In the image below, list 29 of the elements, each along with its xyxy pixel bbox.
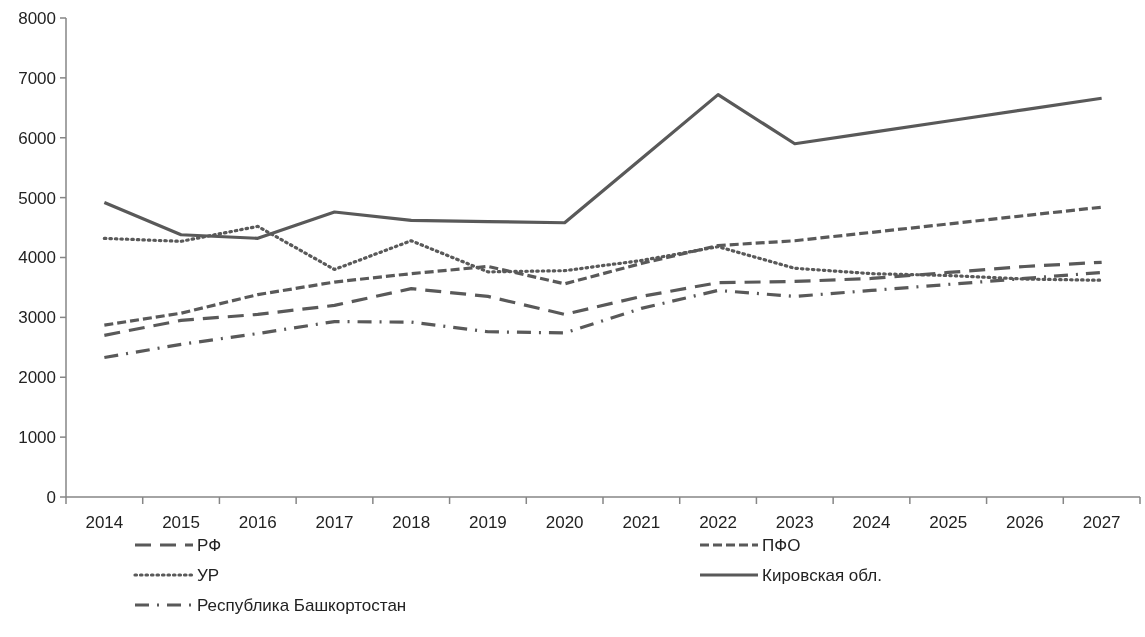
x-tick-label: 2025 — [929, 513, 968, 532]
y-tick-label: 3000 — [18, 308, 56, 328]
x-tick-label: 2017 — [315, 513, 354, 532]
x-tick-label: 2016 — [238, 513, 277, 532]
y-tick-label: 4000 — [18, 248, 56, 268]
legend-label: Республика Башкортостан — [197, 595, 407, 615]
x-tick-label: 2021 — [622, 513, 661, 532]
x-tick-label: 2027 — [1082, 513, 1121, 532]
legend-label: ПФО — [762, 535, 801, 555]
y-tick-label: 5000 — [18, 188, 56, 208]
x-tick-label: 2020 — [545, 513, 584, 532]
y-tick-label: 2000 — [18, 368, 56, 388]
legend-label: РФ — [197, 535, 222, 555]
legend-label: УР — [197, 565, 220, 585]
x-tick-label: 2023 — [775, 513, 814, 532]
y-tick-label: 1000 — [18, 428, 56, 448]
line-series — [102, 205, 1104, 327]
y-tick-label: 0 — [46, 487, 56, 507]
x-tick-label: 2024 — [852, 513, 891, 532]
y-tick-label: 7000 — [18, 68, 56, 88]
x-tick-label: 2022 — [699, 513, 737, 532]
y-tick-label: 8000 — [18, 8, 56, 28]
y-tick-label: 6000 — [18, 128, 56, 148]
x-tick-label: 2015 — [162, 513, 200, 532]
x-tick-label: 2018 — [392, 513, 431, 532]
x-tick-label: 2026 — [1006, 513, 1044, 532]
x-tick-label: 2019 — [469, 513, 507, 532]
x-tick-label: 2014 — [85, 513, 124, 532]
legend-label: Кировская обл. — [762, 565, 882, 585]
